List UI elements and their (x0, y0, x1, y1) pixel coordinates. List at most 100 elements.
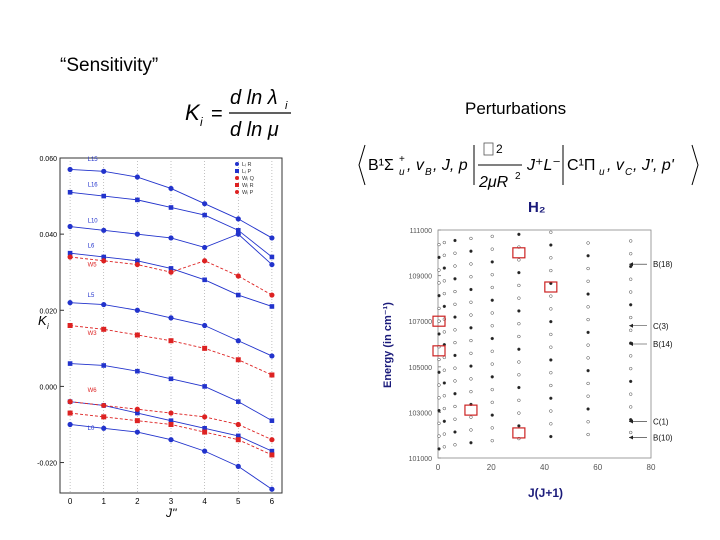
energy-level-point (490, 349, 494, 353)
energy-level-point (453, 443, 457, 447)
series-annotation: L10 (88, 219, 99, 225)
data-point (202, 322, 208, 329)
perturbation-box (544, 281, 558, 293)
legend-marker (235, 162, 239, 166)
energy-level-point (517, 309, 521, 313)
energy-level-point (453, 340, 457, 345)
energy-level-point (586, 420, 590, 424)
series-5 (67, 361, 275, 423)
energy-level-point (442, 266, 446, 270)
y-tick-label: 0.040 (39, 232, 57, 239)
data-point (269, 261, 275, 268)
arrow-head (629, 435, 633, 440)
data-point (269, 448, 275, 454)
series-group (67, 166, 275, 492)
perturbation-box (512, 427, 526, 439)
data-point (235, 433, 241, 439)
energy-level-point (549, 320, 553, 324)
energy-level-point (469, 351, 473, 355)
energy-level-point (549, 434, 553, 439)
series-annotation: W5 (88, 262, 98, 268)
energy-level-point (453, 315, 457, 319)
x-tick-label: 4 (202, 497, 207, 506)
energy-level-point (517, 283, 521, 288)
data-point (168, 205, 174, 210)
series-0 (67, 166, 275, 241)
sensitivity-formula: K i = d ln λ i d ln μ (185, 87, 291, 141)
series-annotations: L15 L16 L10 L6 W5 L5 W3 W6 L0 (88, 157, 99, 432)
energy-level-point (442, 406, 446, 411)
energy-level-point (490, 324, 494, 328)
energy-level-point (442, 432, 446, 436)
operator-den-sup: 2 (515, 171, 521, 182)
formula-num-sub: i (285, 100, 288, 112)
energy-level-point (586, 394, 590, 398)
perturbation-highlights (432, 247, 558, 439)
data-point (101, 258, 107, 264)
energy-level-point (453, 289, 457, 294)
energy-level-point (469, 377, 473, 381)
perturbation-box (512, 247, 526, 259)
data-point (168, 338, 174, 344)
energy-level-point (453, 238, 457, 243)
legend-marker (235, 183, 239, 187)
energy-level-point (490, 336, 494, 341)
legend-entry: Wᵢ R (242, 183, 254, 189)
x-tick-label: 0 (436, 463, 441, 472)
energy-level-point (437, 421, 441, 425)
slide-title: “Sensitivity” (60, 55, 159, 76)
data-point (168, 235, 174, 241)
energy-level-point (453, 404, 457, 409)
operator-denominator: 2μR (478, 174, 509, 191)
arrow-head (629, 323, 633, 328)
data-point (235, 273, 241, 279)
data-point (67, 300, 73, 306)
energy-level-point (629, 277, 633, 281)
data-point (235, 463, 241, 469)
energy-level-point (586, 369, 590, 373)
energy-level-point (490, 375, 494, 379)
x-tick-label: 6 (270, 497, 275, 506)
data-point (101, 254, 107, 260)
data-point (67, 166, 73, 173)
y-axis-label-sub: i (47, 322, 49, 331)
energy-level-point (442, 445, 446, 449)
series-1 (67, 189, 275, 260)
data-point (235, 338, 241, 344)
energy-level-point (517, 232, 521, 236)
formula-denominator: d ln μ (230, 119, 279, 141)
energy-level-point (453, 392, 457, 396)
arrow-head (629, 342, 633, 346)
perturbation-box (464, 404, 478, 416)
ket-tail: , J', p' (633, 157, 675, 174)
energy-level-point (453, 251, 457, 255)
energy-level-point (586, 381, 590, 386)
y-tick-label: 101000 (409, 456, 432, 463)
legend-marker (235, 169, 239, 173)
data-point (168, 185, 174, 192)
x-tick-label: 5 (236, 497, 241, 506)
x-tick-label: 80 (647, 463, 656, 472)
energy-level-point (437, 255, 441, 260)
energy-level-point (586, 317, 590, 322)
level-label: C(3) (653, 322, 669, 331)
data-point (67, 323, 73, 328)
data-point (101, 168, 107, 174)
legend-entry: Lᵢ R (242, 162, 251, 168)
bra-sup: + (399, 154, 405, 165)
data-point (67, 189, 73, 195)
data-point (235, 228, 241, 233)
data-point (135, 258, 140, 264)
ket-sub: u (599, 167, 605, 178)
energy-level-point (629, 252, 633, 256)
data-point (269, 292, 275, 298)
energy-level-point (629, 290, 633, 294)
x-tick-label: 40 (540, 463, 549, 472)
energy-level-point (586, 343, 590, 347)
energy-level-point (629, 379, 633, 384)
data-point (235, 399, 241, 404)
y-tick-label: 0.060 (39, 156, 57, 163)
data-point (134, 418, 140, 424)
y-tick-label: 109000 (409, 274, 432, 281)
data-point (269, 304, 275, 309)
